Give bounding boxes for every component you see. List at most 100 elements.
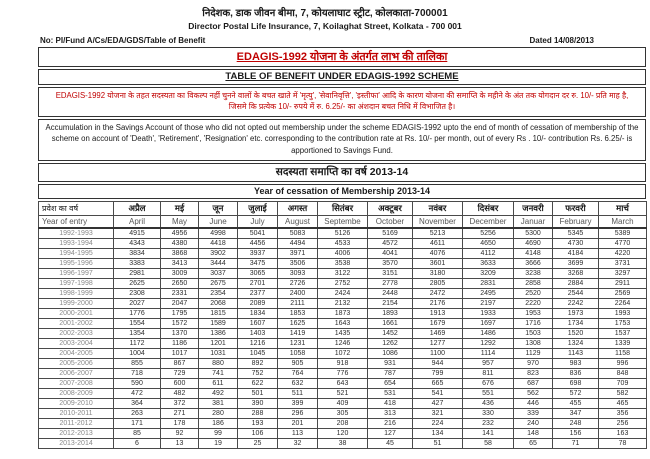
month-header-hindi: अक्टूबर	[367, 200, 413, 216]
month-header-hindi: नवंबर	[412, 200, 463, 216]
month-header-hindi: मई	[160, 200, 199, 216]
benefit-value-cell: 3937	[237, 248, 278, 260]
reference-row: No: PI/Fund A/Cs/EDA/GDS/Table of Benefi…	[40, 36, 594, 45]
benefit-value-cell: 313	[367, 408, 413, 420]
benefit-value-cell: 1100	[412, 348, 463, 360]
benefit-value-cell: 590	[113, 378, 161, 390]
benefit-value-cell: 787	[367, 368, 413, 380]
benefit-value-cell: 3601	[412, 258, 463, 270]
benefit-value-cell: 248	[552, 418, 599, 430]
benefit-value-cell: 2805	[412, 278, 463, 290]
table-row: 2004-2005 1004 1017 1031 1045 1058 1072 1086 110…	[38, 348, 647, 360]
table-row: 2011-2012 171 178 186 193 201 208 216 224 232 240 2…	[38, 418, 647, 430]
benefit-value-cell: 5389	[598, 227, 647, 240]
year-of-entry-header-english: Year of entry	[38, 214, 114, 230]
month-header-english: February	[552, 214, 599, 230]
benefit-value-cell: 2911	[598, 278, 647, 290]
benefit-value-cell: 113	[277, 428, 318, 440]
benefit-value-cell: 2132	[317, 298, 368, 310]
benefit-value-cell: 718	[113, 368, 161, 380]
table-row: 2010-2011 263 271 280 288 296 305 313 321 330 339 3…	[38, 408, 647, 420]
month-header-hindi: जनवरी	[513, 200, 553, 216]
benefit-value-cell: 2650	[160, 278, 199, 290]
benefit-value-cell: 296	[277, 408, 318, 420]
benefit-value-cell: 709	[598, 378, 647, 390]
benefit-value-cell: 58	[462, 438, 514, 450]
benefit-value-cell: 3570	[367, 258, 413, 270]
benefit-value-cell: 3093	[277, 268, 318, 280]
benefit-value-cell: 436	[462, 398, 514, 410]
benefit-value-cell: 399	[277, 398, 318, 410]
benefit-value-cell: 216	[367, 418, 413, 430]
benefit-value-cell: 2495	[462, 288, 514, 300]
benefit-value-cell: 2424	[317, 288, 368, 300]
month-header-english: August	[277, 214, 318, 230]
benefit-value-cell: 905	[277, 358, 318, 370]
benefit-value-cell: 3444	[198, 258, 238, 270]
benefit-value-cell: 1486	[462, 328, 514, 340]
month-header-hindi: फरवरी	[552, 200, 599, 216]
benefit-value-cell: 1419	[277, 328, 318, 340]
benefit-value-cell: 867	[160, 358, 199, 370]
benefit-value-cell: 288	[237, 408, 278, 420]
benefit-value-cell: 1386	[198, 328, 238, 340]
benefit-value-cell: 5126	[317, 227, 368, 240]
document-title-english: TABLE OF BENEFIT UNDER EDAGIS-1992 SCHEM…	[38, 69, 646, 85]
benefit-value-cell: 1734	[552, 318, 599, 330]
benefit-value-cell: 1933	[462, 308, 514, 320]
benefit-value-cell: 1503	[513, 328, 553, 340]
benefit-value-cell: 1158	[598, 348, 647, 360]
benefit-value-cell: 2111	[277, 298, 318, 310]
benefit-value-cell: 5256	[462, 227, 514, 240]
benefit-value-cell: 482	[160, 388, 199, 400]
benefit-value-cell: 2047	[160, 298, 199, 310]
benefit-value-cell: 848	[598, 368, 647, 380]
benefit-value-cell: 171	[113, 418, 161, 430]
benefit-value-cell: 1339	[598, 338, 647, 350]
benefit-value-cell: 6	[113, 438, 161, 450]
entry-year-cell: 2009-2010	[38, 398, 114, 410]
benefit-value-cell: 541	[412, 388, 463, 400]
benefit-value-cell: 1072	[317, 348, 368, 360]
benefit-value-cell: 134	[412, 428, 463, 440]
benefit-value-cell: 163	[598, 428, 647, 440]
benefit-value-cell: 1993	[598, 308, 647, 320]
table-header: प्रवेश का वर्ष अप्रैल मई जून जुलाई अगस्त सितंब…	[38, 200, 647, 230]
month-header-hindi: सितंबर	[317, 200, 368, 216]
benefit-value-cell: 2448	[367, 288, 413, 300]
entry-year-cell: 2005-2006	[38, 358, 114, 370]
benefit-value-cell: 2981	[113, 268, 161, 280]
benefit-value-cell: 224	[412, 418, 463, 430]
entry-year-cell: 2002-2003	[38, 328, 114, 340]
benefit-value-cell: 2858	[513, 278, 553, 290]
benefit-value-cell: 1815	[198, 308, 238, 320]
benefit-value-cell: 3506	[277, 258, 318, 270]
table-row: 2008-2009 472 482 492 501 511 521 531 541 551 562 5…	[38, 388, 647, 400]
benefit-value-cell: 2068	[198, 298, 238, 310]
benefit-value-cell: 1537	[598, 328, 647, 340]
benefit-value-cell: 1607	[237, 318, 278, 330]
benefit-value-cell: 2701	[237, 278, 278, 290]
month-header-english: December	[462, 214, 514, 230]
month-header-english: June	[198, 214, 238, 230]
benefit-value-cell: 1572	[160, 318, 199, 330]
entry-year-cell: 1994-1995	[38, 248, 114, 260]
benefit-value-cell: 1661	[367, 318, 413, 330]
scheme-note-english: Accumulation in the Savings Account of t…	[38, 118, 646, 161]
benefit-value-cell: 1643	[317, 318, 368, 330]
benefit-value-cell: 1231	[277, 338, 318, 350]
benefit-value-cell: 3731	[598, 258, 647, 270]
benefit-value-cell: 2884	[552, 278, 599, 290]
table-row: 1994-1995 3834 3868 3902 3937 3971 4006 4041 407…	[38, 248, 647, 260]
benefit-value-cell: 19	[198, 438, 238, 450]
benefit-value-cell: 208	[317, 418, 368, 430]
benefit-value-cell: 1086	[367, 348, 413, 360]
benefit-value-cell: 45	[367, 438, 413, 450]
benefit-value-cell: 4380	[160, 238, 199, 250]
benefit-value-cell: 390	[237, 398, 278, 410]
benefit-value-cell: 271	[160, 408, 199, 420]
benefit-value-cell: 32	[277, 438, 318, 450]
benefit-value-cell: 3834	[113, 248, 161, 260]
benefit-value-cell: 201	[277, 418, 318, 430]
